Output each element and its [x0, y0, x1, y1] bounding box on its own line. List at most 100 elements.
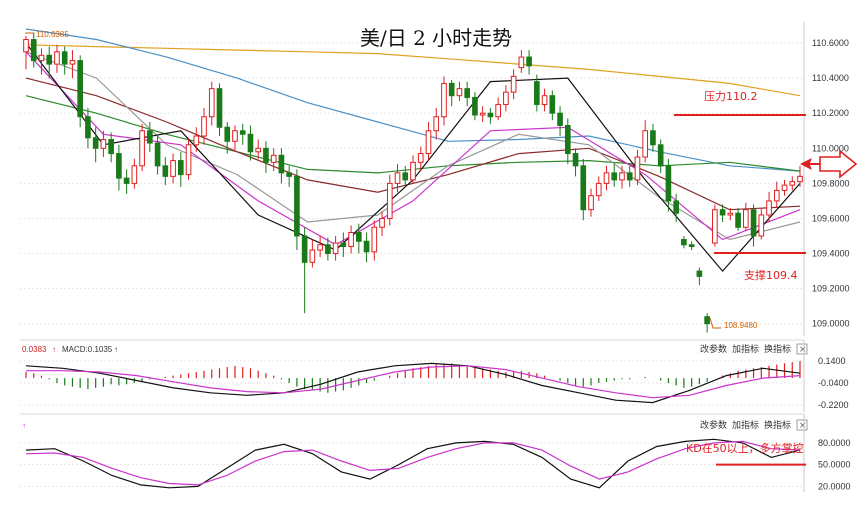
kd-params-button[interactable]: 改参数: [700, 419, 727, 431]
candlestick: [727, 207, 734, 221]
candle-body: [603, 172, 610, 184]
kd-line: [25, 440, 801, 486]
candlestick: [69, 50, 76, 79]
kd-panel: ↑ 改参数 加指标 换指标 × 80.0000 50.0000 20.0000 KD…: [20, 413, 851, 492]
resistance-label: 压力110.2: [704, 90, 758, 103]
candle-body: [526, 56, 532, 67]
candle-body: [727, 212, 734, 216]
macd-switch-indicator-button[interactable]: 换指标: [764, 343, 791, 355]
candlestick: [325, 237, 331, 261]
moving-average-line: [25, 28, 801, 172]
candle-body: [433, 116, 440, 132]
candlestick: [487, 107, 494, 124]
candle-body: [758, 214, 765, 237]
candlestick: [371, 220, 378, 261]
macd-grid: [20, 360, 804, 406]
candle-body: [185, 144, 192, 176]
candlestick: [549, 90, 556, 121]
moving-average-line: [25, 51, 801, 241]
candlestick: [742, 202, 749, 231]
candlestick: [386, 174, 393, 226]
candlestick: [557, 106, 563, 137]
candle-body: [294, 175, 300, 237]
candle-body: [634, 156, 641, 181]
candlestick: [239, 123, 246, 145]
candlestick: [301, 227, 308, 314]
kd-close-button[interactable]: [796, 419, 808, 431]
kd-add-indicator-button[interactable]: 加指标: [732, 419, 759, 431]
macd-add-indicator-button[interactable]: 加指标: [732, 343, 759, 355]
candle-body: [69, 60, 76, 65]
candle-body: [773, 189, 780, 202]
kd-switch-indicator-button[interactable]: 换指标: [764, 419, 791, 431]
candle-body: [712, 209, 718, 244]
candle-body: [340, 242, 347, 248]
candle-body: [479, 112, 486, 116]
candlestick: [479, 106, 486, 122]
kd-lines: [25, 438, 801, 489]
candle-body: [425, 130, 432, 155]
candlestick: [758, 207, 765, 240]
candle-body: [464, 88, 471, 98]
candle-body: [518, 56, 525, 69]
candle-body: [386, 182, 393, 219]
candlestick: [588, 188, 594, 217]
candle-body: [735, 212, 741, 228]
candlestick: [232, 125, 238, 152]
candle-body: [286, 172, 292, 177]
kd-axis-ticks: 80.0000 50.0000 20.0000: [818, 438, 851, 492]
candlestick: [402, 165, 409, 187]
main-panel: 110.6000 110.4000 110.2000 110.0000 109.8000…: [20, 22, 858, 336]
candlestick: [797, 165, 803, 187]
kd-header-arrow-icon: ↑: [22, 421, 26, 430]
candlestick: [642, 120, 649, 163]
kd-tick-label: 50.0000: [818, 460, 851, 470]
price-tick-label: 110.6000: [812, 38, 849, 48]
low-marker: [709, 317, 721, 329]
candle-body: [410, 161, 416, 181]
candlestick: [170, 153, 176, 184]
candlestick: [789, 176, 796, 191]
candle-body: [797, 175, 803, 183]
kd-close-icon: ×: [799, 421, 807, 431]
candle-body: [495, 103, 501, 118]
candlestick: [750, 204, 757, 247]
candlestick: [38, 48, 45, 75]
candle-body: [309, 249, 316, 263]
candlestick: [595, 176, 602, 201]
candlestick: [92, 127, 99, 163]
candle-body: [131, 165, 138, 184]
candlestick: [425, 121, 432, 161]
candlestick: [712, 204, 718, 247]
kd-line: [25, 438, 801, 489]
candle-body: [572, 153, 579, 167]
chart-title: 美/日 2 小时走势: [360, 26, 512, 50]
macd-params-button[interactable]: 改参数: [700, 343, 727, 355]
candle-body: [348, 232, 354, 248]
candle-body: [665, 165, 672, 202]
candlestick: [448, 79, 455, 107]
candlestick: [100, 130, 107, 158]
candle-body: [626, 172, 633, 181]
price-tick-label: 110.4000: [812, 73, 849, 83]
candle-body: [154, 142, 161, 167]
candle-body: [208, 88, 215, 118]
kd-grid: [20, 442, 804, 487]
candle-body: [85, 116, 91, 139]
candle-body: [177, 160, 184, 176]
candlestick: [394, 164, 401, 193]
candle-body: [549, 95, 556, 114]
candlestick: [162, 157, 169, 186]
kd-tick-label: 20.0000: [818, 481, 851, 491]
candle-body: [270, 154, 277, 163]
macd-close-button[interactable]: [796, 343, 808, 355]
candle-body: [510, 75, 517, 93]
candle-body: [564, 124, 571, 155]
candle-body: [46, 54, 53, 65]
candlestick: [46, 46, 53, 79]
candle-body: [379, 217, 385, 228]
macd-axis-ticks: 0.1400 -0.0400 -0.2200: [818, 356, 849, 410]
candle-body: [541, 95, 548, 105]
price-tick-label: 109.6000: [812, 213, 850, 223]
candlestick: [626, 165, 633, 187]
